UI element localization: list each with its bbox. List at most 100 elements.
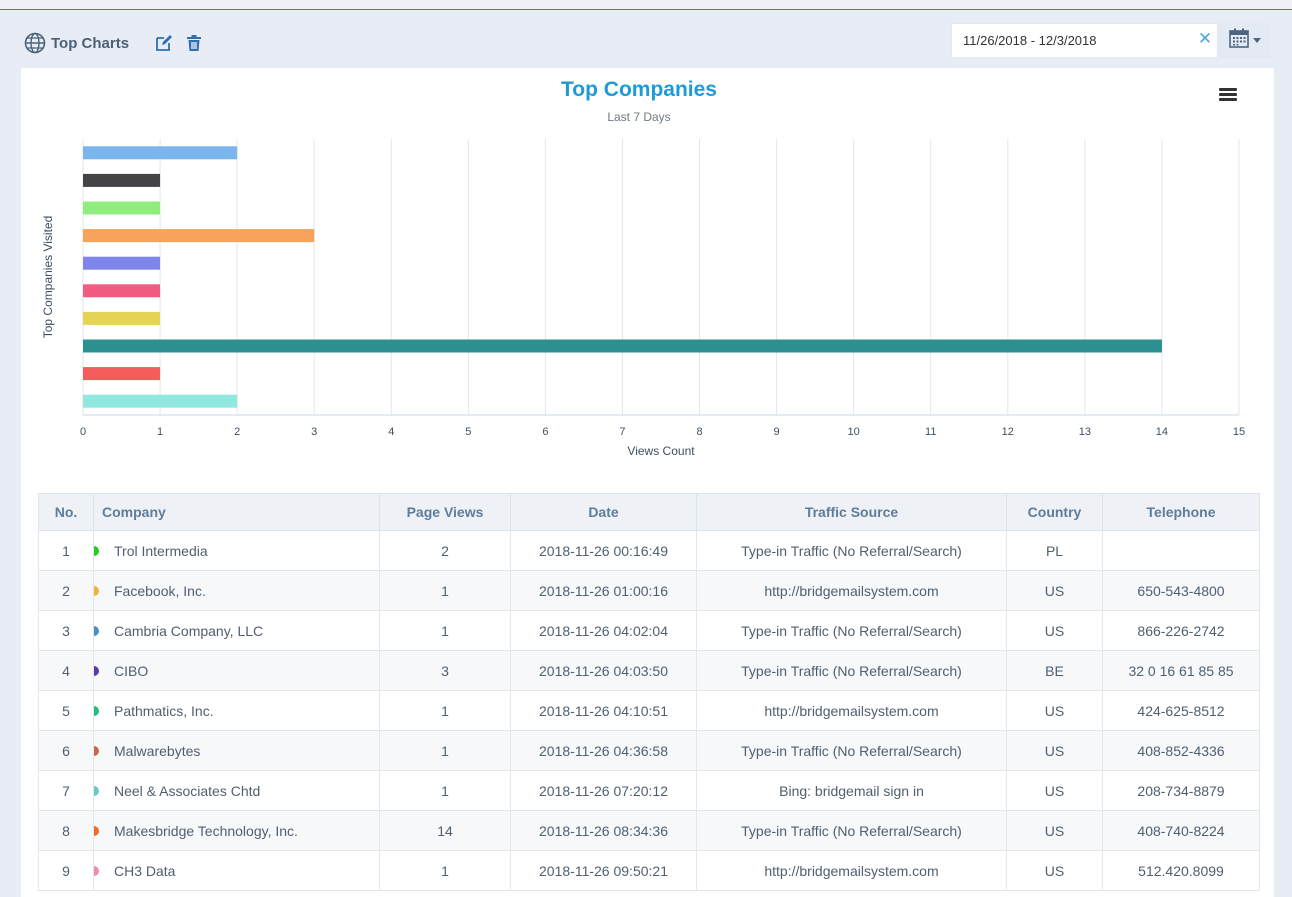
visit-date: 2018-11-26 04:36:58: [510, 730, 697, 771]
company-name: Malwarebytes: [114, 742, 201, 759]
row-number: 2: [38, 570, 94, 611]
row-number: 1: [38, 530, 94, 571]
table-row[interactable]: 6 Malwarebytes 1 2018-11-26 04:36:58 Type-in…: [38, 730, 1260, 771]
row-number: 5: [38, 690, 94, 731]
visit-date: 2018-11-26 01:00:16: [510, 570, 697, 611]
x-tick-label: 10: [848, 426, 860, 438]
bar[interactable]: [83, 173, 161, 187]
table-header-row: No. Company Page Views Date Traffic Source Co…: [38, 493, 1260, 531]
bar[interactable]: [83, 394, 238, 408]
company-name: CIBO: [114, 662, 149, 679]
x-tick-label: 14: [1156, 426, 1168, 438]
country-code: BE: [1006, 650, 1103, 691]
company-cell: Makesbridge Technology, Inc.: [93, 810, 380, 851]
bar[interactable]: [83, 201, 161, 215]
country-code: US: [1006, 570, 1103, 611]
country-code: PL: [1006, 530, 1103, 571]
page-views: 2: [379, 530, 511, 571]
page-views: 1: [379, 610, 511, 651]
column-header[interactable]: Country: [1006, 493, 1103, 531]
x-tick-label: 9: [774, 426, 780, 438]
color-marker-icon: [94, 826, 99, 836]
x-tick-label: 11: [925, 426, 936, 438]
x-tick-label: 15: [1233, 426, 1245, 438]
bar[interactable]: [83, 284, 161, 298]
bar[interactable]: [83, 256, 161, 270]
telephone: 408-852-4336: [1102, 730, 1260, 771]
traffic-source: Type-in Traffic (No Referral/Search): [696, 530, 1007, 571]
bar[interactable]: [83, 146, 238, 160]
visit-date: 2018-11-26 09:50:21: [510, 850, 697, 891]
company-name: Neel & Associates Chtd: [114, 782, 261, 799]
column-header[interactable]: Date: [510, 493, 697, 531]
telephone: 866-226-2742: [1102, 610, 1260, 651]
x-tick-label: 12: [1002, 426, 1014, 438]
table-row[interactable]: 8 Makesbridge Technology, Inc. 14 2018-11-2…: [38, 810, 1260, 851]
company-cell: Malwarebytes: [93, 730, 380, 771]
company-name: Trol Intermedia: [114, 542, 208, 559]
visit-date: 2018-11-26 07:20:12: [510, 770, 697, 811]
column-header[interactable]: Page Views: [379, 493, 511, 531]
bar[interactable]: [83, 229, 315, 243]
company-cell: CH3 Data: [93, 850, 380, 891]
page-views: 1: [379, 850, 511, 891]
column-header[interactable]: Company: [93, 493, 380, 531]
page-views: 14: [379, 810, 511, 851]
color-marker-icon: [94, 586, 99, 596]
chart-panel: Top Companies Last 7 Days 0 1 2 3 4 5 6 7 8 9 10 11…: [21, 68, 1274, 897]
date-range-input[interactable]: [951, 23, 1218, 58]
column-header[interactable]: Traffic Source: [696, 493, 1007, 531]
page-views: 1: [379, 730, 511, 771]
telephone: 408-740-8224: [1102, 810, 1260, 851]
column-header[interactable]: No.: [38, 493, 94, 531]
bar[interactable]: [83, 339, 1162, 353]
country-code: US: [1006, 770, 1103, 811]
traffic-source: Type-in Traffic (No Referral/Search): [696, 730, 1007, 771]
row-number: 7: [38, 770, 94, 811]
page-views: 1: [379, 770, 511, 811]
top-border: [0, 0, 1292, 10]
visit-date: 2018-11-26 08:34:36: [510, 810, 697, 851]
row-number: 3: [38, 610, 94, 651]
edit-icon[interactable]: [155, 34, 173, 52]
page-title: Top Charts: [51, 34, 130, 52]
calendar-icon: [1228, 28, 1249, 53]
table-row[interactable]: 7 Neel & Associates Chtd 1 2018-11-26 07:20…: [38, 770, 1260, 811]
table-row[interactable]: 2 Facebook, Inc. 1 2018-11-26 01:00:16 http:…: [38, 570, 1260, 611]
x-tick-label: 8: [696, 426, 702, 438]
traffic-source: http://bridgemailsystem.com: [696, 570, 1007, 611]
country-code: US: [1006, 610, 1103, 651]
column-header[interactable]: Telephone: [1102, 493, 1260, 531]
company-cell: Cambria Company, LLC: [93, 610, 380, 651]
traffic-source: http://bridgemailsystem.com: [696, 690, 1007, 731]
x-tick-label: 0: [80, 426, 86, 438]
table-row[interactable]: 3 Cambria Company, LLC 1 2018-11-26 04:02:0…: [38, 610, 1260, 651]
hamburger-menu-icon[interactable]: [1219, 88, 1237, 102]
trash-icon[interactable]: [185, 34, 203, 52]
color-marker-icon: [94, 546, 99, 556]
close-icon[interactable]: ✕: [1197, 29, 1213, 48]
visit-date: 2018-11-26 04:10:51: [510, 690, 697, 731]
table-row[interactable]: 9 CH3 Data 1 2018-11-26 09:50:21 http://brid…: [38, 850, 1260, 891]
telephone: 208-734-8879: [1102, 770, 1260, 811]
bar[interactable]: [83, 367, 161, 381]
table-row[interactable]: 5 Pathmatics, Inc. 1 2018-11-26 04:10:51 htt…: [38, 690, 1260, 731]
calendar-button[interactable]: [1218, 23, 1271, 58]
telephone: 424-625-8512: [1102, 690, 1260, 731]
bar[interactable]: [83, 311, 161, 325]
company-cell: CIBO: [93, 650, 380, 691]
table-row[interactable]: 1 Trol Intermedia 2 2018-11-26 00:16:49 Type…: [38, 530, 1260, 571]
color-marker-icon: [94, 706, 99, 716]
globe-icon: [24, 32, 46, 54]
company-name: Cambria Company, LLC: [114, 622, 264, 639]
row-number: 4: [38, 650, 94, 691]
page-views: 1: [379, 570, 511, 611]
traffic-source: Type-in Traffic (No Referral/Search): [696, 610, 1007, 651]
x-axis-title: Views Count: [627, 444, 695, 458]
bar-chart: 0 1 2 3 4 5 6 7 8 9 10 11 12 13 14 15 Views Count Top C…: [41, 139, 1245, 458]
x-tick-label: 5: [465, 426, 471, 438]
visit-date: 2018-11-26 04:03:50: [510, 650, 697, 691]
table-row[interactable]: 4 CIBO 3 2018-11-26 04:03:50 Type-in Traffic…: [38, 650, 1260, 691]
page-views: 1: [379, 690, 511, 731]
color-marker-icon: [94, 866, 99, 876]
